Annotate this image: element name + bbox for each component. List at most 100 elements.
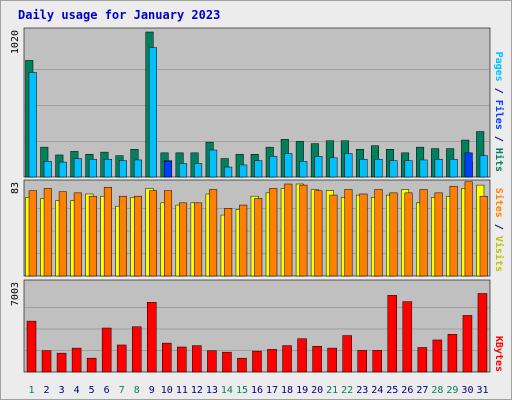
x-label-23: 23: [356, 385, 368, 396]
files-bar-4: [73, 158, 82, 178]
kbytes-bar-23: [357, 350, 367, 373]
x-label-30: 30: [461, 385, 473, 396]
x-label-18: 18: [281, 385, 293, 396]
sites-bar-2: [43, 188, 52, 277]
kbytes-bar-15: [237, 357, 247, 373]
x-label-6: 6: [104, 385, 110, 396]
kbytes-bar-19: [297, 338, 307, 373]
ymax-label-visits-sites: 83: [10, 182, 21, 194]
kbytes-bar-16: [252, 350, 262, 373]
x-label-15: 15: [236, 385, 248, 396]
kbytes-bar-20: [312, 345, 322, 373]
ymax-label-kbytes: 7003: [10, 282, 21, 306]
sites-bar-31: [479, 195, 488, 277]
x-label-31: 31: [476, 385, 488, 396]
x-label-10: 10: [161, 385, 173, 396]
files-bar-24: [374, 158, 383, 178]
files-bar-31: [479, 155, 488, 178]
sites-bar-15: [239, 204, 248, 277]
files-bar-15: [239, 164, 248, 178]
kbytes-bar-26: [402, 301, 413, 373]
pages-bar-10: [164, 161, 173, 178]
sites-bar-18: [284, 183, 293, 277]
files-bar-17: [269, 156, 278, 178]
kbytes-bar-3: [56, 352, 67, 373]
kbytes-bar-13: [207, 350, 217, 373]
sites-bar-6: [103, 187, 112, 277]
x-label-3: 3: [59, 385, 65, 396]
x-label-13: 13: [206, 385, 218, 396]
sites-bar-12: [194, 202, 203, 277]
x-label-22: 22: [341, 385, 353, 396]
files-bar-14: [224, 166, 233, 178]
x-label-16: 16: [251, 385, 263, 396]
x-label-8: 8: [134, 385, 140, 396]
chart-legends: Pages / Files / Hits Sites / Visits KBytes: [493, 52, 505, 372]
sites-bar-26: [404, 192, 413, 277]
sites-bar-9: [149, 190, 158, 277]
x-label-1: 1: [29, 385, 35, 396]
kbytes-bar-30: [462, 315, 473, 373]
x-label-11: 11: [176, 385, 188, 396]
files-bar-16: [254, 160, 263, 178]
kbytes-bar-18: [282, 345, 292, 373]
sites-bar-24: [374, 189, 383, 277]
sites-bar-28: [434, 192, 443, 277]
legend-hits-files-pages-part-0: Pages: [493, 52, 504, 82]
sites-bar-1: [28, 190, 37, 277]
kbytes-bar-9: [147, 302, 157, 373]
sites-bar-5: [88, 195, 97, 277]
x-label-24: 24: [371, 385, 383, 396]
files-bar-27: [419, 159, 428, 178]
x-label-21: 21: [326, 385, 338, 396]
files-bar-18: [284, 153, 293, 178]
kbytes-bar-22: [342, 335, 352, 373]
kbytes-bar-12: [192, 345, 202, 373]
ymax-label-hits-files-pages: 1020: [10, 30, 21, 54]
files-bar-9: [149, 47, 158, 178]
x-label-28: 28: [431, 385, 443, 396]
kbytes-bar-11: [177, 346, 187, 373]
pages-bar-30: [464, 152, 473, 178]
sites-bar-16: [254, 198, 263, 277]
kbytes-bar-8: [131, 326, 142, 373]
kbytes-bar-17: [267, 349, 277, 373]
files-bar-3: [58, 161, 67, 178]
sites-bar-10: [164, 190, 173, 277]
x-label-25: 25: [386, 385, 398, 396]
sites-bar-21: [329, 194, 338, 277]
x-label-14: 14: [221, 385, 233, 396]
x-label-26: 26: [401, 385, 413, 396]
sites-bar-17: [269, 188, 278, 277]
files-bar-21: [329, 157, 338, 178]
kbytes-bar-6: [101, 327, 112, 373]
sites-bar-27: [419, 189, 428, 277]
kbytes-bar-28: [432, 339, 443, 373]
files-bar-22: [344, 153, 353, 178]
legend-kbytes-part-0: KBytes: [493, 336, 504, 372]
files-bar-1: [28, 72, 37, 178]
sites-bar-30: [464, 181, 473, 277]
files-bar-28: [434, 158, 443, 178]
sites-bar-3: [58, 191, 67, 277]
kbytes-bar-21: [327, 347, 337, 373]
sites-bar-7: [118, 195, 127, 277]
legend-hits-files-pages-part-2: Files: [493, 100, 505, 130]
kbytes-bar-4: [71, 347, 82, 373]
x-label-12: 12: [191, 385, 203, 396]
files-bar-11: [179, 163, 188, 178]
x-axis-labels: 1 2 3 4 5 6 7 8 9 10 11 12 13 14 15 16 17 18 19 20 21 22 23 24 2…: [29, 385, 489, 396]
x-label-5: 5: [89, 385, 95, 396]
kbytes-bar-27: [417, 347, 428, 373]
files-bar-25: [389, 160, 398, 178]
kbytes-bar-10: [162, 342, 172, 373]
x-label-20: 20: [311, 385, 323, 396]
kbytes-bar-1: [26, 320, 37, 373]
x-label-7: 7: [119, 385, 125, 396]
files-bar-13: [209, 149, 218, 178]
files-bar-2: [43, 161, 52, 178]
sites-bar-20: [314, 190, 323, 277]
sites-bar-14: [224, 208, 233, 277]
legend-hits-files-pages-part-3: /: [493, 130, 504, 148]
x-label-19: 19: [296, 385, 308, 396]
